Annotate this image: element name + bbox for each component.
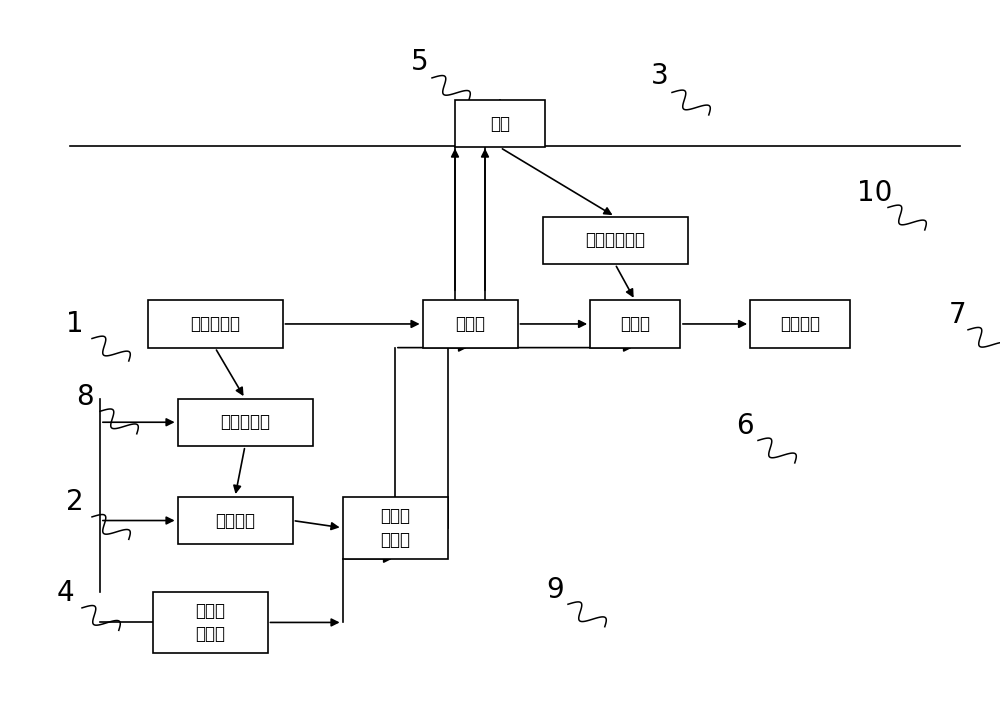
Bar bbox=[178, 497, 292, 545]
Text: 4: 4 bbox=[56, 579, 74, 607]
Text: 2: 2 bbox=[66, 488, 84, 516]
Bar bbox=[455, 100, 545, 147]
Text: 光伏控制器: 光伏控制器 bbox=[220, 414, 270, 431]
Text: 10: 10 bbox=[857, 179, 893, 207]
Text: 智能管
理系统: 智能管 理系统 bbox=[195, 601, 225, 644]
Text: 9: 9 bbox=[546, 576, 564, 604]
Text: 6: 6 bbox=[736, 412, 754, 440]
Text: 3: 3 bbox=[651, 63, 669, 90]
Text: 并网逆
变系统: 并网逆 变系统 bbox=[380, 507, 410, 549]
Bar bbox=[590, 300, 680, 347]
Bar bbox=[542, 216, 688, 264]
Text: 光伏太阳能: 光伏太阳能 bbox=[190, 315, 240, 333]
Text: 逆变器: 逆变器 bbox=[455, 315, 485, 333]
Text: 电网: 电网 bbox=[490, 115, 510, 132]
Bar bbox=[152, 591, 268, 654]
Text: 用电负载: 用电负载 bbox=[780, 315, 820, 333]
Bar bbox=[422, 300, 518, 347]
Bar bbox=[148, 300, 283, 347]
Text: 控制柜: 控制柜 bbox=[620, 315, 650, 333]
Bar bbox=[342, 496, 448, 559]
Text: 储能机构: 储能机构 bbox=[215, 512, 255, 529]
Bar bbox=[178, 399, 312, 446]
Text: 7: 7 bbox=[949, 301, 967, 329]
Text: 1: 1 bbox=[66, 310, 84, 338]
Text: 5: 5 bbox=[411, 48, 429, 76]
Text: 8: 8 bbox=[76, 383, 94, 411]
Text: 接入控制机构: 接入控制机构 bbox=[585, 232, 645, 249]
Bar bbox=[750, 300, 850, 347]
